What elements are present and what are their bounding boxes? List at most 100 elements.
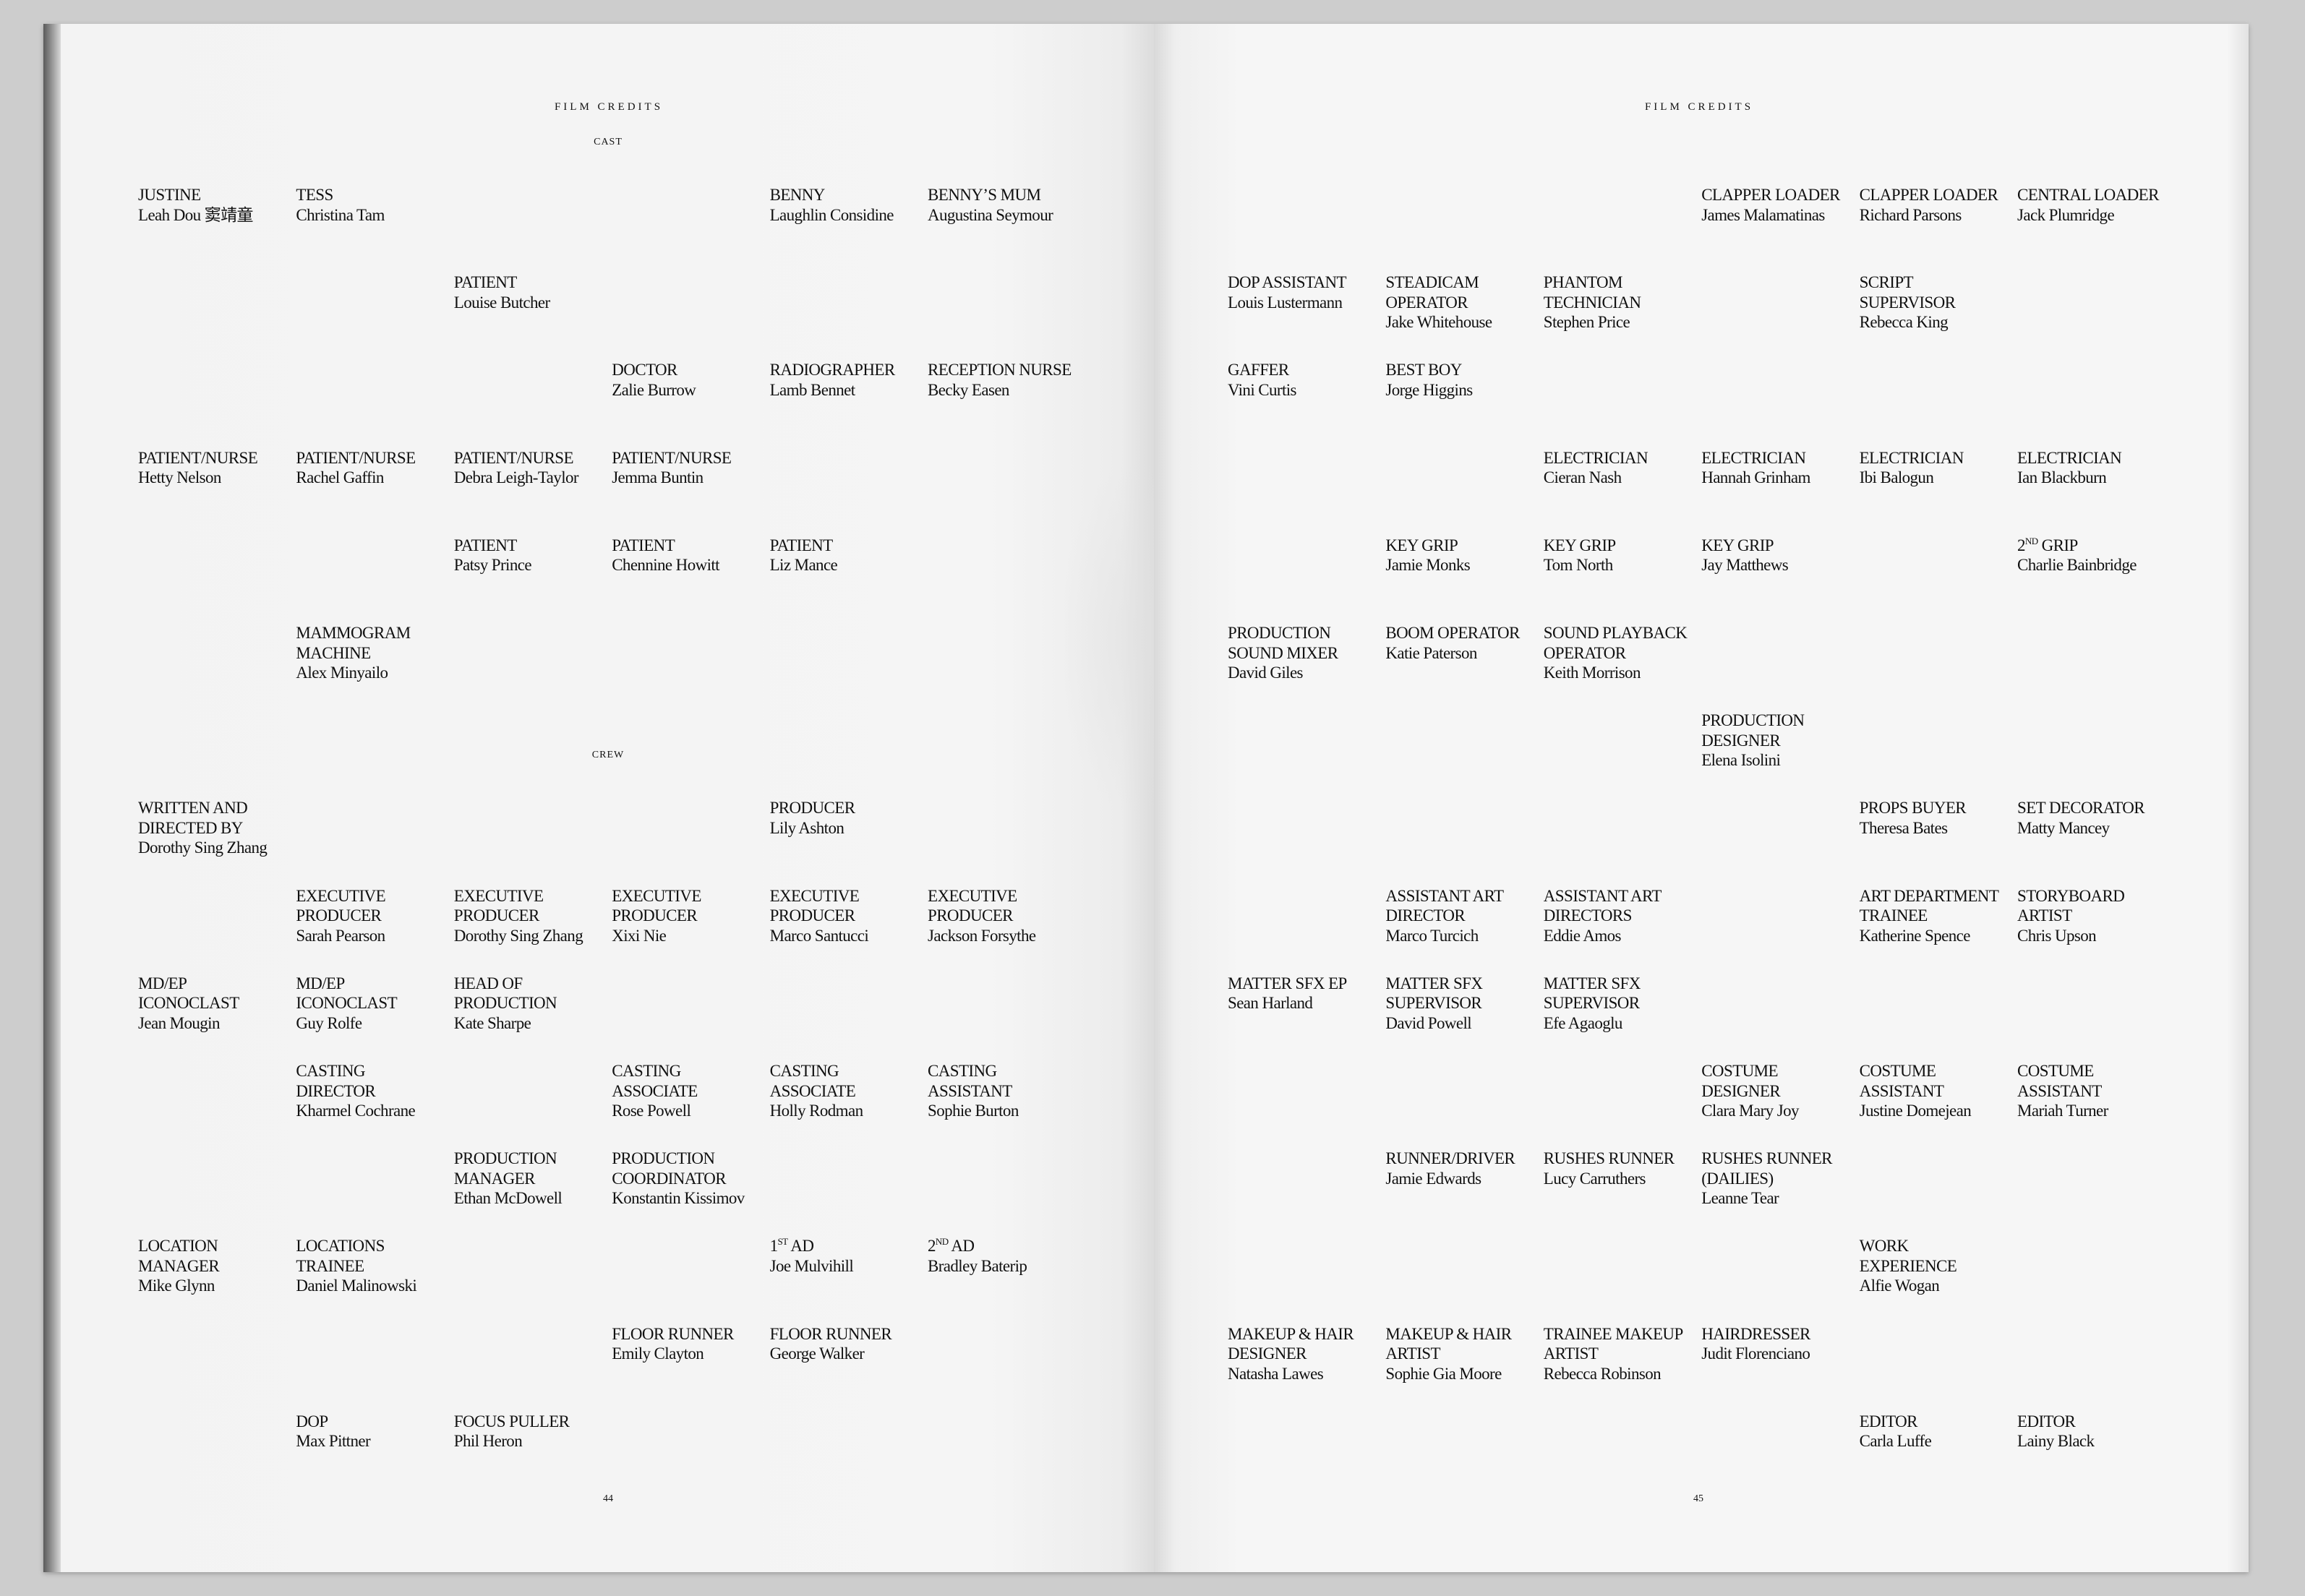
credit-role-line: COSTUME	[1701, 1062, 1778, 1080]
credit-role-line: ASSOCIATE	[612, 1081, 698, 1100]
credit-role: SUPERVISOR	[1385, 993, 1482, 1013]
credit-role-line: MACHINE	[296, 643, 371, 662]
credit-entry: 2ND GRIP Charlie Bainbridge	[2017, 536, 2137, 575]
credit-role: SET DECORATOR	[2017, 798, 2145, 818]
credit-name: Jackson Forsythe	[928, 926, 1036, 945]
credit-role-line: (DAILIES)	[1701, 1169, 1774, 1188]
crew-section-label: CREW	[591, 750, 625, 760]
credit-entry: BENNY’S MUM Augustina Seymour	[928, 185, 1053, 225]
credit-role: ASSISTANT ART	[1544, 886, 1662, 906]
credit-entry: FLOOR RUNNER Emily Clayton	[612, 1324, 734, 1364]
credit-role-line: EXECUTIVE	[453, 886, 544, 905]
credit-role-line: COSTUME	[2017, 1062, 2094, 1080]
credit-role: EXECUTIVE	[770, 886, 869, 906]
credit-entry: BENNY Laughlin Considine	[770, 185, 894, 225]
credit-role: (DAILIES)	[1701, 1169, 1832, 1189]
credit-role: PATIENT/NURSE	[612, 448, 732, 468]
credit-role-line: PATIENT	[453, 536, 518, 554]
credit-name: Judit Florenciano	[1701, 1344, 1810, 1363]
left-page-header: FILM CREDITS	[554, 101, 664, 113]
credit-role-line: WORK	[1859, 1237, 1909, 1256]
credit-name: Leanne Tear	[1701, 1189, 1779, 1208]
credit-entry: ART DEPARTMENT TRAINEE Katherine Spence	[1860, 886, 1999, 946]
credit-role: EDITOR	[1860, 1412, 1932, 1432]
credit-role: PRODUCER	[770, 906, 869, 926]
credit-role: COSTUME	[1701, 1061, 1799, 1081]
credit-name: Jay Matthews	[1701, 556, 1789, 575]
credit-name: Mike Glynn	[138, 1277, 215, 1295]
credit-role-line: PATIENT	[453, 273, 518, 292]
credit-role-line: PRODUCTION	[612, 1149, 715, 1168]
credit-role-line: SUPERVISOR	[1859, 293, 1956, 312]
credit-entry: COSTUME ASSISTANT Justine Domejean	[1860, 1061, 1972, 1121]
credit-entry: PATIENT Chennine Howitt	[612, 536, 719, 575]
credit-role: HEAD OF	[454, 974, 557, 994]
credit-role: CLAPPER LOADER	[1860, 185, 1998, 205]
credit-role: ELECTRICIAN	[1860, 448, 1964, 468]
credit-role: ARTIST	[1544, 1344, 1683, 1364]
credit-role-line: ASSISTANT ART	[1385, 886, 1504, 905]
credit-name: Kharmel Cochrane	[296, 1102, 416, 1120]
credit-role: PATIENT/NURSE	[454, 448, 578, 468]
credit-entry: ELECTRICIAN Hannah Grinham	[1701, 448, 1810, 488]
credit-role: PATIENT	[770, 536, 838, 556]
credit-role-line: PRODUCTION	[1701, 711, 1805, 730]
credit-role-line: HEAD OF	[453, 974, 523, 992]
credit-role: DIRECTOR	[296, 1081, 415, 1102]
credit-role-line: ELECTRICIAN	[1701, 448, 1806, 467]
credit-role: ELECTRICIAN	[1544, 448, 1648, 468]
credit-role-line: RECEPTION NURSE	[928, 361, 1072, 379]
credit-role-line: MATTER SFX	[1543, 974, 1641, 992]
credit-role: EDITOR	[2017, 1412, 2094, 1432]
credit-role-line: FLOOR RUNNER	[769, 1324, 892, 1343]
credit-entry: TESS Christina Tam	[296, 185, 385, 225]
credit-role-line: EXECUTIVE	[928, 886, 1017, 905]
credit-entry: EXECUTIVE PRODUCER Dorothy Sing Zhang	[454, 886, 583, 946]
credit-role: DESIGNER	[1228, 1344, 1354, 1364]
credit-entry: WRITTEN AND DIRECTED BY Dorothy Sing Zhang	[138, 798, 268, 858]
credit-role: 1ST AD	[770, 1236, 854, 1256]
ordinal-suffix: ND	[935, 1236, 949, 1248]
credit-role: CLAPPER LOADER	[1701, 185, 1840, 205]
credit-role-line: KEY GRIP	[1701, 536, 1774, 554]
credit-role: PRODUCER	[612, 906, 701, 926]
credit-entry: STORYBOARD ARTIST Chris Upson	[2017, 886, 2125, 946]
credit-entry: LOCATIONS TRAINEE Daniel Malinowski	[296, 1236, 416, 1296]
credit-name: Max Pittner	[296, 1432, 371, 1451]
credit-role: TRAINEE	[296, 1256, 416, 1277]
credit-role: MACHINE	[296, 643, 410, 664]
credit-role: ELECTRICIAN	[1701, 448, 1810, 468]
credit-name: Rebecca King	[1859, 313, 1949, 332]
credit-role-line: OPERATOR	[1543, 643, 1626, 662]
credit-role-line: MAKEUP & HAIR	[1228, 1324, 1354, 1343]
credit-name: Sophie Burton	[928, 1102, 1019, 1120]
credit-entry: ASSISTANT ART DIRECTOR Marco Turcich	[1385, 886, 1504, 946]
credit-entry: BOOM OPERATOR Katie Paterson	[1385, 623, 1520, 663]
credit-role-line: BOOM OPERATOR	[1385, 624, 1520, 642]
credit-role-line: HAIRDRESSER	[1701, 1324, 1810, 1343]
credit-role-line: DIRECTED BY	[138, 818, 243, 837]
book-binding-edge	[43, 24, 61, 1572]
credit-name: Chennine Howitt	[612, 556, 719, 575]
cast-section-label: CAST	[594, 137, 623, 147]
credit-role-line: PATIENT	[612, 536, 675, 554]
credit-name: Chris Upson	[2017, 926, 2097, 945]
credit-role-line: SET DECORATOR	[2017, 799, 2145, 818]
credit-role: BENNY’S MUM	[928, 185, 1053, 205]
credit-name: Bradley Baterip	[928, 1256, 1027, 1275]
credit-role-line: DOCTOR	[612, 361, 677, 379]
credit-role-line: RUSHES RUNNER	[1543, 1149, 1675, 1168]
credit-role: SOUND MIXER	[1228, 643, 1338, 664]
credit-role: PRODUCER	[454, 906, 583, 926]
credit-role-line: LOCATIONS	[296, 1237, 385, 1256]
credit-role: BOOM OPERATOR	[1385, 623, 1520, 643]
ordinal-number: 2	[928, 1237, 936, 1256]
credit-entry: COSTUME DESIGNER Clara Mary Joy	[1701, 1061, 1799, 1121]
credit-entry: PATIENT/NURSE Rachel Gaffin	[296, 448, 416, 488]
credit-role-line: ICONOCLAST	[138, 994, 239, 1013]
credit-role: ARTIST	[1385, 1344, 1511, 1364]
credit-role-line: AD	[948, 1237, 975, 1256]
credit-role: MD/EP	[296, 974, 397, 994]
credit-name: Hannah Grinham	[1701, 468, 1810, 487]
credit-name: Ian Blackburn	[2017, 468, 2107, 487]
